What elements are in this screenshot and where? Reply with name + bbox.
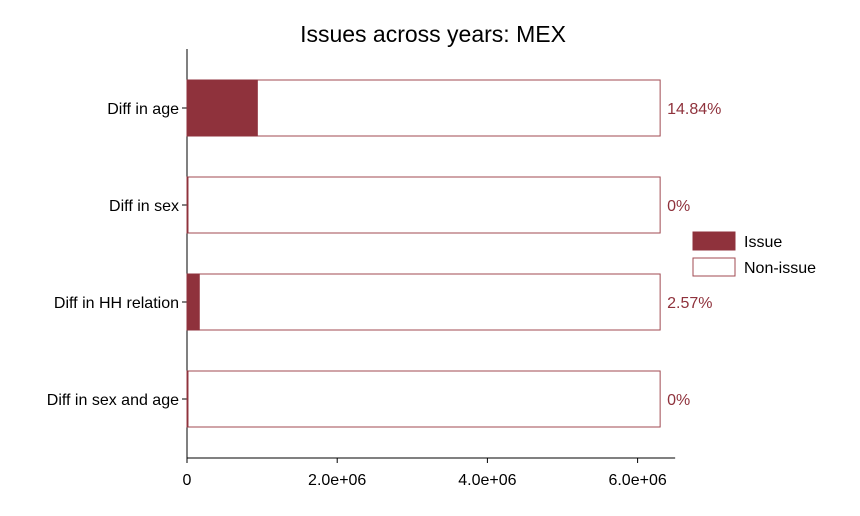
bar-non-issue (186, 370, 661, 428)
x-tick-label: 4.0e+06 (458, 472, 516, 489)
bar-non-issue (256, 79, 661, 137)
bar-non-issue (186, 176, 661, 234)
bar-issue (186, 176, 189, 234)
data-label: 2.57% (667, 295, 712, 312)
legend-swatch (692, 231, 736, 251)
x-tick-label: 6.0e+06 (608, 472, 666, 489)
data-label: 14.84% (667, 101, 721, 118)
chart-title: Issues across years: MEX (300, 21, 566, 47)
bar-issue (186, 273, 200, 331)
x-tick-label: 2.0e+06 (308, 472, 366, 489)
bar-issue (186, 79, 258, 137)
x-tick-label: 0 (183, 472, 192, 489)
bar-non-issue (198, 273, 661, 331)
legend: Issue Non-issue (692, 231, 816, 277)
legend-label: Issue (744, 234, 782, 251)
category-label: Diff in HH relation (54, 295, 179, 312)
bar-issue (186, 370, 189, 428)
data-label: 0% (667, 392, 690, 409)
legend-label: Non-issue (744, 260, 816, 277)
data-label: 0% (667, 198, 690, 215)
category-label: Diff in sex and age (47, 392, 179, 409)
category-label: Diff in age (107, 101, 179, 118)
plot-area: 0 2.0e+06 4.0e+06 6.0e+06 Diff in age 14.84% D… (47, 49, 721, 489)
legend-swatch (692, 257, 736, 277)
category-label: Diff in sex (109, 198, 179, 215)
